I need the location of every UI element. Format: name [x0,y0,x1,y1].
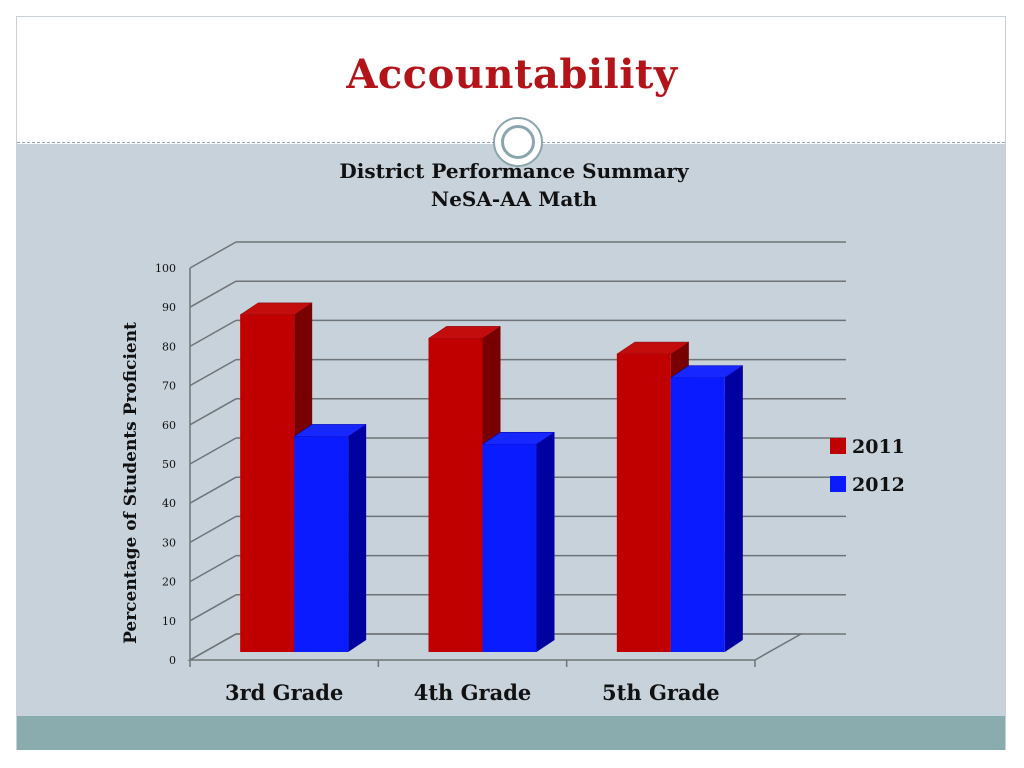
gridline-depth [189,437,237,465]
slide-title: Accountability [346,51,678,98]
bars-layer [239,302,744,652]
labels-layer: 0 10 20 30 40 50 60 70 80 90 100 3rd Grade 4th Grade… [155,262,720,705]
gridline-depth [189,241,237,269]
y-tick-label: 90 [162,301,176,314]
legend-label-2011: 2011 [852,436,905,458]
chart-title: District Performance Summary [339,159,690,183]
bar-front [482,444,537,652]
y-tick-label: 60 [162,419,176,432]
bar-side [724,365,743,652]
bar-front [240,314,295,652]
legend: 2011 2012 [830,436,905,496]
bar-2012-5th-grade [670,365,744,652]
y-tick-label: 100 [155,262,176,275]
gridline-depth [189,476,237,504]
y-tick-label: 0 [169,654,176,667]
gridline-depth [189,594,237,622]
slide-frame: Accountability [16,16,1006,750]
divider-ornament-icon [493,117,543,167]
bar-front [670,377,725,652]
title-area: Accountability [17,17,1007,143]
y-axis-label: Percentage of Students Proficient [121,322,141,644]
bar-side [348,424,367,652]
bar-front [294,436,349,652]
gridline-depth [189,633,237,661]
x-tick-label: 5th Grade [602,680,720,705]
bar-front [428,338,483,652]
ornament-ring [501,125,535,159]
legend-swatch-2011 [830,438,846,454]
bar-side [536,432,555,652]
bar-front [616,354,671,652]
gridline-depth [189,280,237,308]
gridline-depth [189,358,237,387]
chart-subtitle: NeSA-AA Math [431,187,598,211]
legend-swatch-2012 [830,476,846,492]
y-tick-label: 50 [162,458,176,471]
gridline-depth [189,319,237,348]
gridline-depth [189,554,237,583]
y-tick-label: 20 [162,576,176,589]
legend-label-2012: 2012 [852,474,905,496]
y-tick-label: 30 [162,536,176,549]
y-tick-label: 80 [162,340,176,353]
y-tick-label: 10 [162,615,176,628]
y-tick-label: 70 [162,380,176,393]
y-tick-label: 40 [162,497,176,510]
gridline-depth [189,515,237,544]
footer-bar [17,716,1005,750]
x-tick-label: 3rd Grade [225,680,343,705]
bar-2012-4th-grade [481,431,556,652]
x-tick-label: 4th Grade [414,680,532,705]
bar-2012-3rd-grade [293,424,367,652]
gridline-depth [189,398,237,426]
